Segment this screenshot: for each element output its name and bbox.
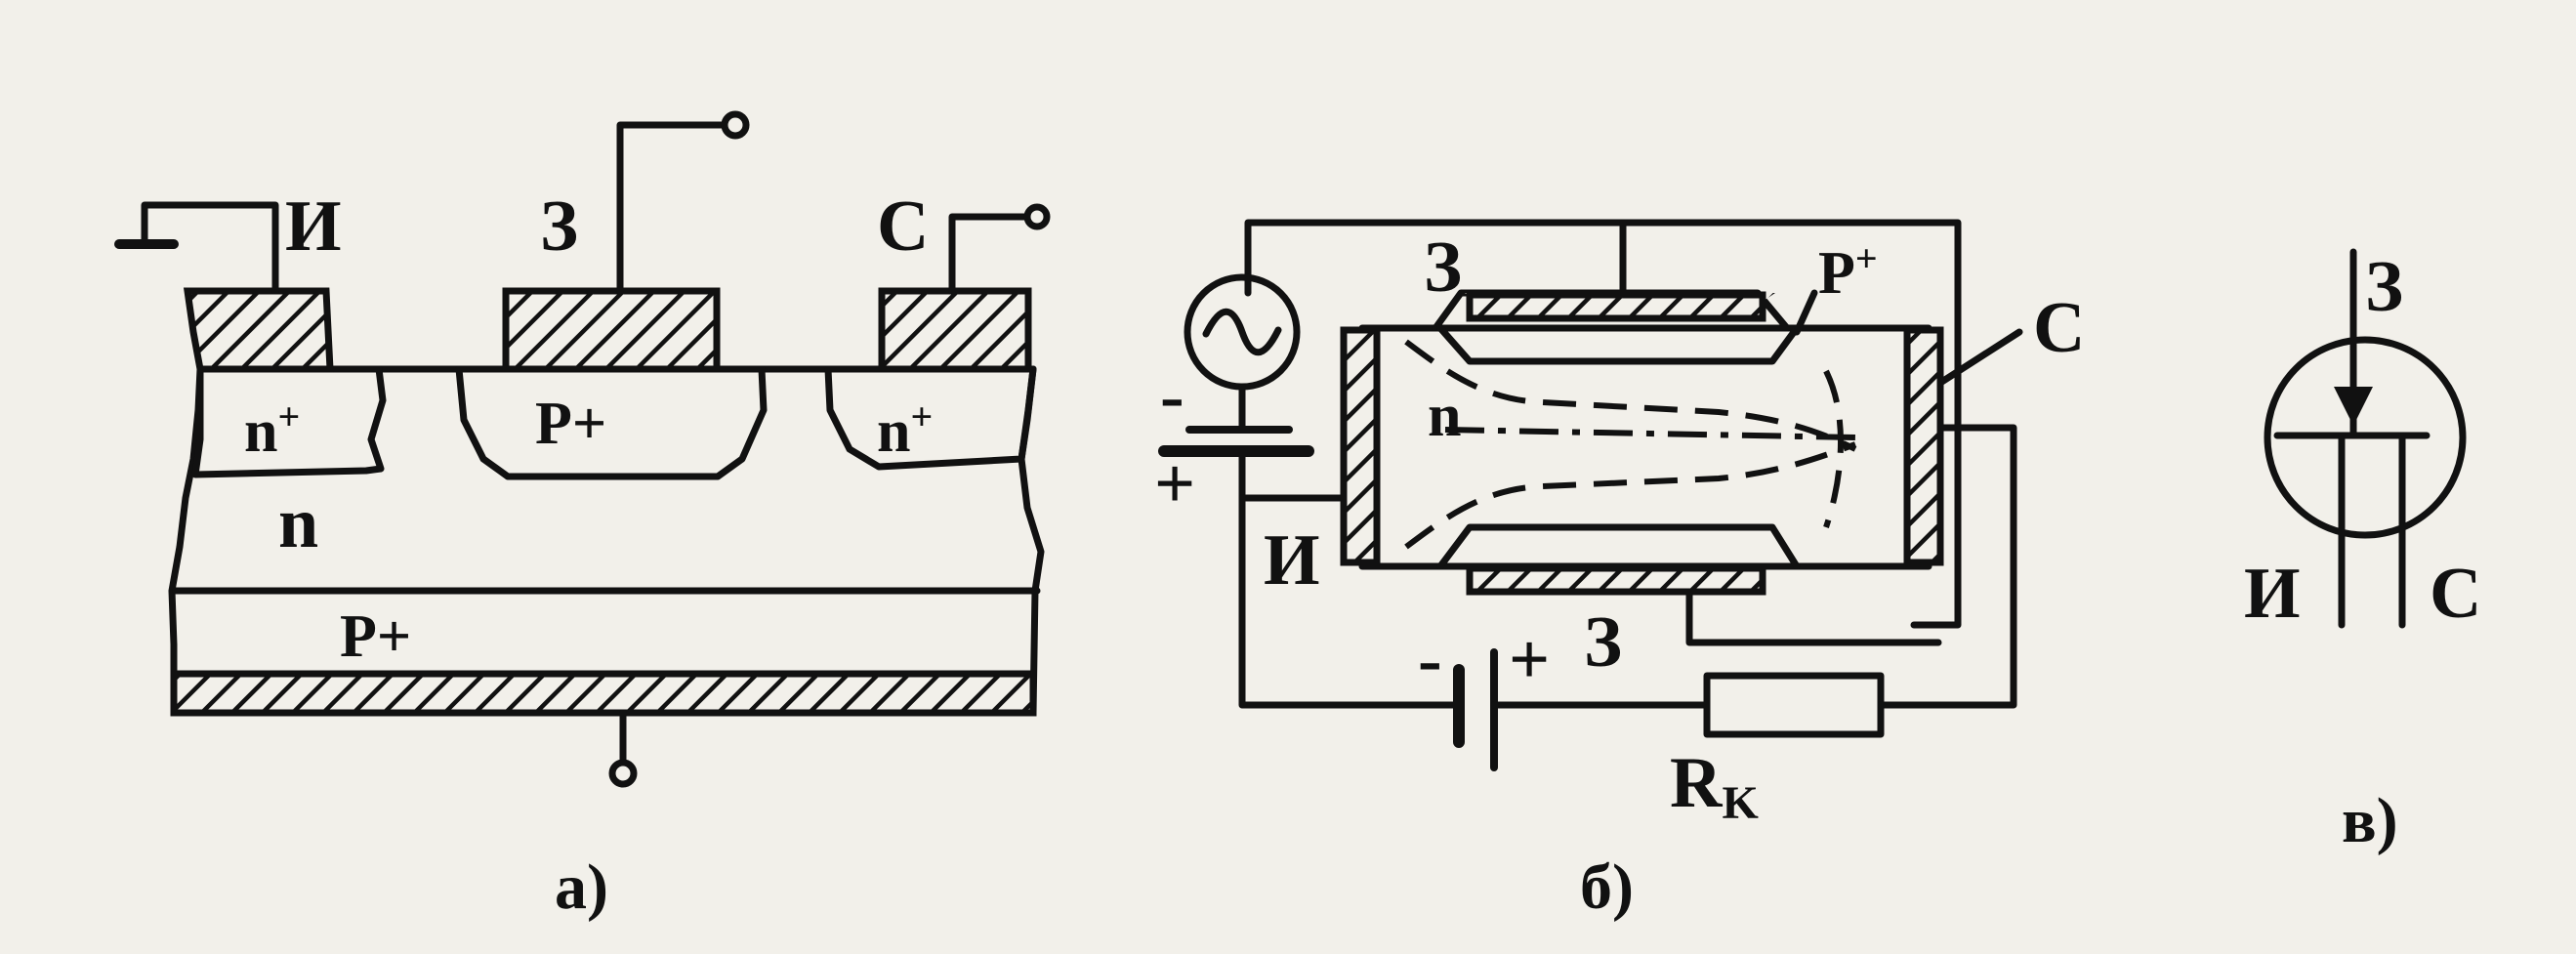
gate-contact [502, 287, 721, 373]
channel-centerline [1444, 427, 1856, 440]
gate-terminal [721, 110, 750, 140]
drain-lead [948, 213, 1031, 295]
bottom-contact [170, 670, 1037, 717]
label-p-plus-gate: P+ [535, 391, 606, 457]
label-p-plus-bottom: P+ [340, 603, 411, 670]
left-battery-to-source [1238, 447, 1350, 502]
diagram-c-symbol: З И С в) [2244, 247, 2481, 856]
depletion-bottom [1404, 441, 1857, 550]
label-left-battery-minus: - [1160, 356, 1184, 436]
label-bottom-battery-minus: - [1418, 620, 1442, 700]
caption-a: а) [555, 851, 608, 923]
label-p-plus: P+ [1818, 236, 1878, 307]
label-source: И [2244, 554, 2301, 634]
label-bottom-battery-plus: + [1509, 620, 1550, 700]
bottom-gate-p-plus [1436, 523, 1801, 570]
p-plus-gate-well [455, 365, 768, 480]
label-resistor: RK [1670, 743, 1759, 829]
label-n-plus-right: n+ [877, 394, 933, 465]
label-n-plus-left: n+ [244, 394, 300, 465]
caption-b: б) [1580, 851, 1634, 923]
label-n-region: n [278, 483, 318, 563]
top-gate-p-plus [1436, 324, 1801, 365]
drain-electrode [1903, 326, 1944, 566]
resistor-rk [1703, 672, 1885, 738]
diagram-b-circuit: З P+ С n И З - + - + RK б) [1154, 219, 2085, 923]
label-source: И [1264, 520, 1320, 601]
label-n: n [1428, 383, 1461, 449]
drain-contact [878, 287, 1032, 373]
label-left-battery-plus: + [1154, 444, 1195, 524]
label-drain: С [2430, 554, 2481, 634]
left-bottom-wire [1238, 494, 1457, 709]
label-gate-top: З [1424, 228, 1462, 308]
label-drain: С [2033, 288, 2085, 368]
drain-pointer [1936, 328, 2023, 387]
pinch-off-region [1823, 369, 1844, 528]
caption-c: в) [2342, 785, 2398, 856]
symbol-circle [2264, 336, 2467, 539]
p-plus-pointer [1793, 289, 1818, 336]
top-wire [1244, 219, 1962, 629]
depletion-top [1404, 339, 1857, 452]
gate-lead [616, 121, 728, 295]
gate-arrow-icon [2334, 387, 2373, 426]
sine-icon [1202, 308, 1282, 356]
top-gate-electrode [1466, 291, 1766, 322]
resistor-to-drain-wire [1877, 424, 2017, 709]
label-drain: С [877, 187, 929, 267]
source-electrode [1340, 326, 1381, 566]
label-gate: З [540, 187, 578, 267]
diagram-a-cross-section: И З С n+ P+ n+ n P+ а) [114, 110, 1051, 923]
label-gate: З [2365, 247, 2403, 327]
source-contact [183, 287, 334, 373]
n-plus-right-well [824, 365, 1037, 471]
n-plus-left-well [191, 365, 387, 478]
drain-terminal [1023, 203, 1051, 230]
gate-bottom-wire [1685, 590, 1942, 646]
label-gate-bottom: З [1584, 602, 1622, 683]
bottom-terminal [608, 759, 638, 788]
label-source: И [285, 187, 342, 267]
bottom-gate-electrode [1466, 564, 1766, 596]
source-lead [141, 201, 279, 295]
